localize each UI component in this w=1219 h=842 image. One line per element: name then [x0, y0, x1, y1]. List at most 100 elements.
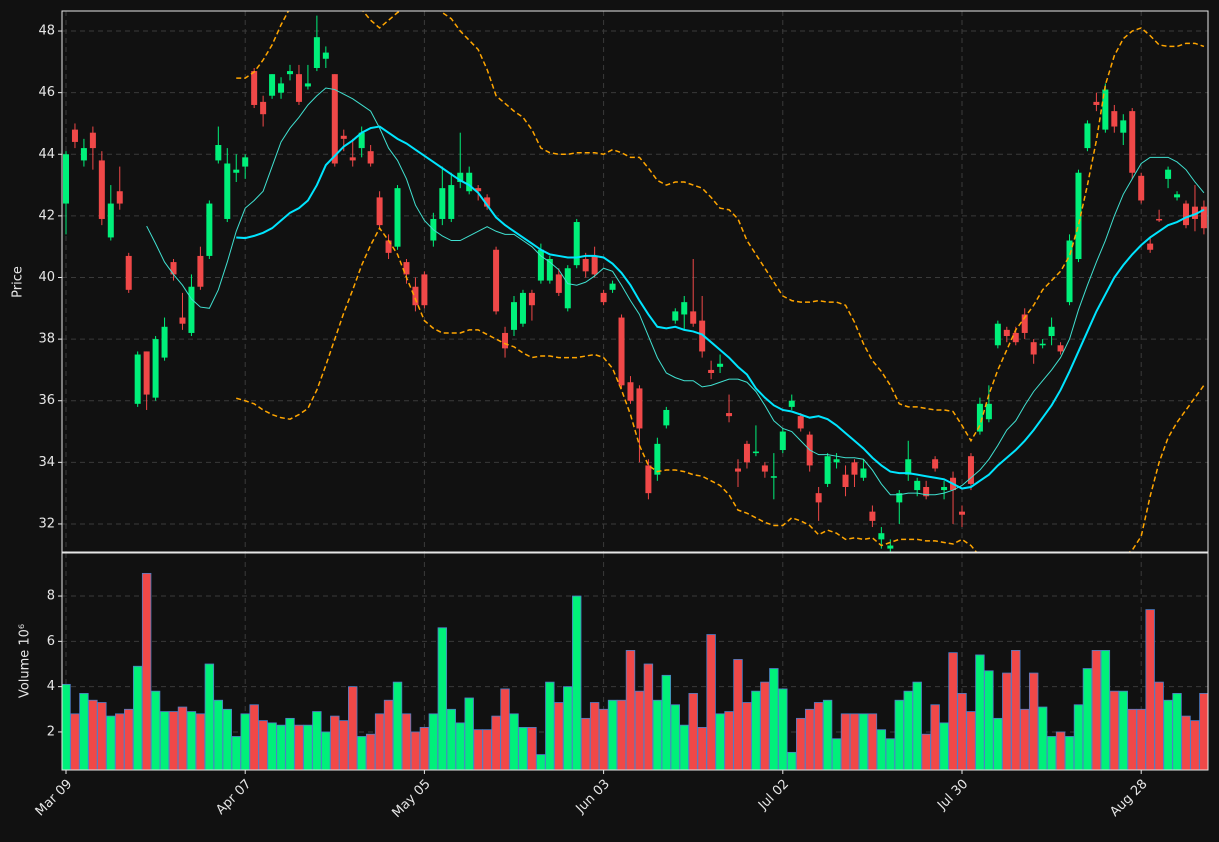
candle-body — [340, 135, 347, 139]
candle-body — [761, 465, 768, 472]
candle-body — [116, 191, 123, 204]
candle-body — [143, 351, 150, 395]
candle-body — [269, 74, 276, 96]
candle-body — [1200, 206, 1207, 229]
volume-bar — [527, 727, 537, 770]
volume-bar — [204, 663, 215, 770]
volume-bar — [1181, 715, 1191, 770]
volume-bar — [330, 715, 340, 770]
volume-bar — [321, 731, 331, 770]
candle-body — [358, 132, 365, 149]
candle-body — [1174, 194, 1181, 198]
candle-body — [260, 101, 267, 115]
volume-bar — [455, 722, 465, 770]
volume-bar — [876, 729, 887, 770]
y-tick-label: 40 — [38, 270, 55, 285]
candle-body — [699, 320, 706, 352]
candle-body — [502, 332, 509, 349]
candle-body — [251, 71, 258, 105]
volume-bar — [1037, 706, 1048, 770]
candle-body — [80, 148, 87, 161]
volume-bar — [115, 713, 125, 770]
candle-body — [878, 533, 885, 540]
candle-body — [1138, 175, 1145, 201]
candle-body — [1075, 172, 1082, 260]
volume-bar — [1154, 681, 1164, 770]
candle-body — [385, 240, 392, 253]
volume-bar — [948, 652, 958, 770]
volume-bar — [509, 713, 519, 770]
candle-body — [752, 451, 759, 454]
volume-bar — [652, 699, 663, 770]
volume-bar — [733, 659, 743, 770]
volume-bar — [285, 717, 295, 770]
volume-bar — [1046, 736, 1057, 770]
candle-body — [609, 283, 616, 290]
candle-body — [1111, 111, 1118, 127]
candle-body — [582, 259, 589, 272]
volume-bar — [545, 681, 555, 770]
volume-bar — [643, 663, 654, 770]
volume-bar — [822, 699, 833, 770]
volume-bar — [993, 717, 1003, 770]
volume-bar — [159, 711, 170, 770]
candle-body — [322, 52, 329, 59]
volume-bar — [984, 670, 994, 770]
volume-bar — [348, 686, 358, 770]
volume-bar — [240, 713, 250, 770]
candle-body — [600, 292, 607, 303]
candle-body — [932, 459, 939, 469]
candle-body — [923, 486, 930, 497]
volume-bar — [885, 738, 896, 770]
volume-bar — [249, 704, 259, 770]
volume-bar — [563, 686, 573, 770]
candle-body — [1030, 342, 1037, 355]
candle-body — [1120, 120, 1127, 133]
volume-bar — [177, 706, 188, 770]
candle-body — [1012, 332, 1019, 343]
candle-body — [896, 493, 903, 503]
candle-body — [98, 160, 105, 219]
volume-bar — [428, 713, 439, 770]
candle-body — [278, 83, 285, 93]
candle-body — [591, 255, 598, 275]
candle-body — [914, 480, 921, 491]
candle-body — [242, 157, 249, 167]
volume-bar — [106, 715, 116, 770]
y-tick-label: 42 — [38, 208, 55, 223]
candle-body — [89, 132, 96, 149]
candle-body — [466, 172, 473, 192]
volume-bar — [401, 713, 412, 770]
candle-body — [493, 249, 500, 312]
candle-body — [1147, 243, 1154, 250]
volume-bar — [1145, 609, 1155, 770]
volume-bar — [813, 702, 824, 770]
volume-bar — [536, 754, 546, 770]
y-tick-label: 38 — [38, 332, 55, 347]
candle-body — [511, 302, 517, 330]
volume-bar — [1082, 668, 1093, 770]
volume-bar — [464, 697, 474, 770]
candle-body — [555, 274, 562, 293]
candle-body — [439, 188, 446, 219]
candle-body — [448, 185, 455, 219]
volume-bar — [1073, 704, 1084, 770]
candle-body — [672, 311, 679, 321]
volume-bar — [213, 699, 224, 770]
candle-body — [976, 403, 983, 432]
volume-bar — [625, 650, 636, 770]
volume-bar — [634, 690, 645, 770]
volume-bar — [356, 736, 367, 770]
candle-body — [663, 409, 670, 426]
candle-body — [1165, 169, 1172, 179]
y-tick-label: 48 — [38, 24, 55, 39]
volume-bar — [437, 627, 448, 770]
volume-bar — [410, 731, 421, 770]
candle-body — [233, 169, 240, 173]
candle-body — [994, 323, 1001, 346]
candle-body — [797, 416, 804, 429]
volume-bar — [258, 720, 268, 770]
volume-bar — [849, 713, 860, 770]
y-tick-label: 46 — [38, 85, 55, 100]
candle-body — [717, 363, 724, 367]
